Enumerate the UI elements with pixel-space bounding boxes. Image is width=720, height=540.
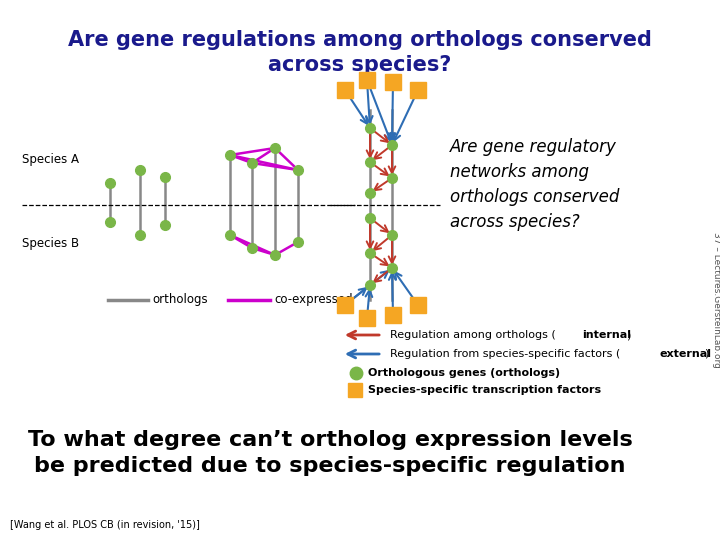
Text: Regulation among orthologs (: Regulation among orthologs ( xyxy=(390,330,556,340)
Text: Species-specific transcription factors: Species-specific transcription factors xyxy=(368,385,601,395)
Text: internal: internal xyxy=(582,330,631,340)
Bar xyxy=(337,82,353,98)
Text: ): ) xyxy=(626,330,631,340)
Bar xyxy=(348,383,362,397)
Text: Regulation from species-specific factors (: Regulation from species-specific factors… xyxy=(390,349,620,359)
Bar xyxy=(385,74,401,90)
Text: Species A: Species A xyxy=(22,153,79,166)
Text: Species B: Species B xyxy=(22,237,79,249)
Text: [Wang et al. PLOS CB (in revision, '15)]: [Wang et al. PLOS CB (in revision, '15)] xyxy=(10,520,200,530)
Bar xyxy=(359,310,375,326)
Bar xyxy=(410,82,426,98)
Text: co-expressed: co-expressed xyxy=(274,294,353,307)
Text: 37 – Lectures.GersteinLab.org: 37 – Lectures.GersteinLab.org xyxy=(711,232,720,368)
Text: Are gene regulations among orthologs conserved: Are gene regulations among orthologs con… xyxy=(68,30,652,50)
Text: across species?: across species? xyxy=(269,55,451,75)
Text: external: external xyxy=(660,349,712,359)
Text: To what degree can’t ortholog expression levels
be predicted due to species-spec: To what degree can’t ortholog expression… xyxy=(27,430,632,476)
Bar xyxy=(337,297,353,313)
Text: ): ) xyxy=(704,349,708,359)
Bar xyxy=(359,72,375,88)
Text: Orthologous genes (orthologs): Orthologous genes (orthologs) xyxy=(368,368,560,378)
Text: Are gene regulatory
networks among
orthologs conserved
across species?: Are gene regulatory networks among ortho… xyxy=(450,138,619,231)
Text: orthologs: orthologs xyxy=(152,294,207,307)
Bar xyxy=(410,297,426,313)
Bar xyxy=(385,307,401,323)
